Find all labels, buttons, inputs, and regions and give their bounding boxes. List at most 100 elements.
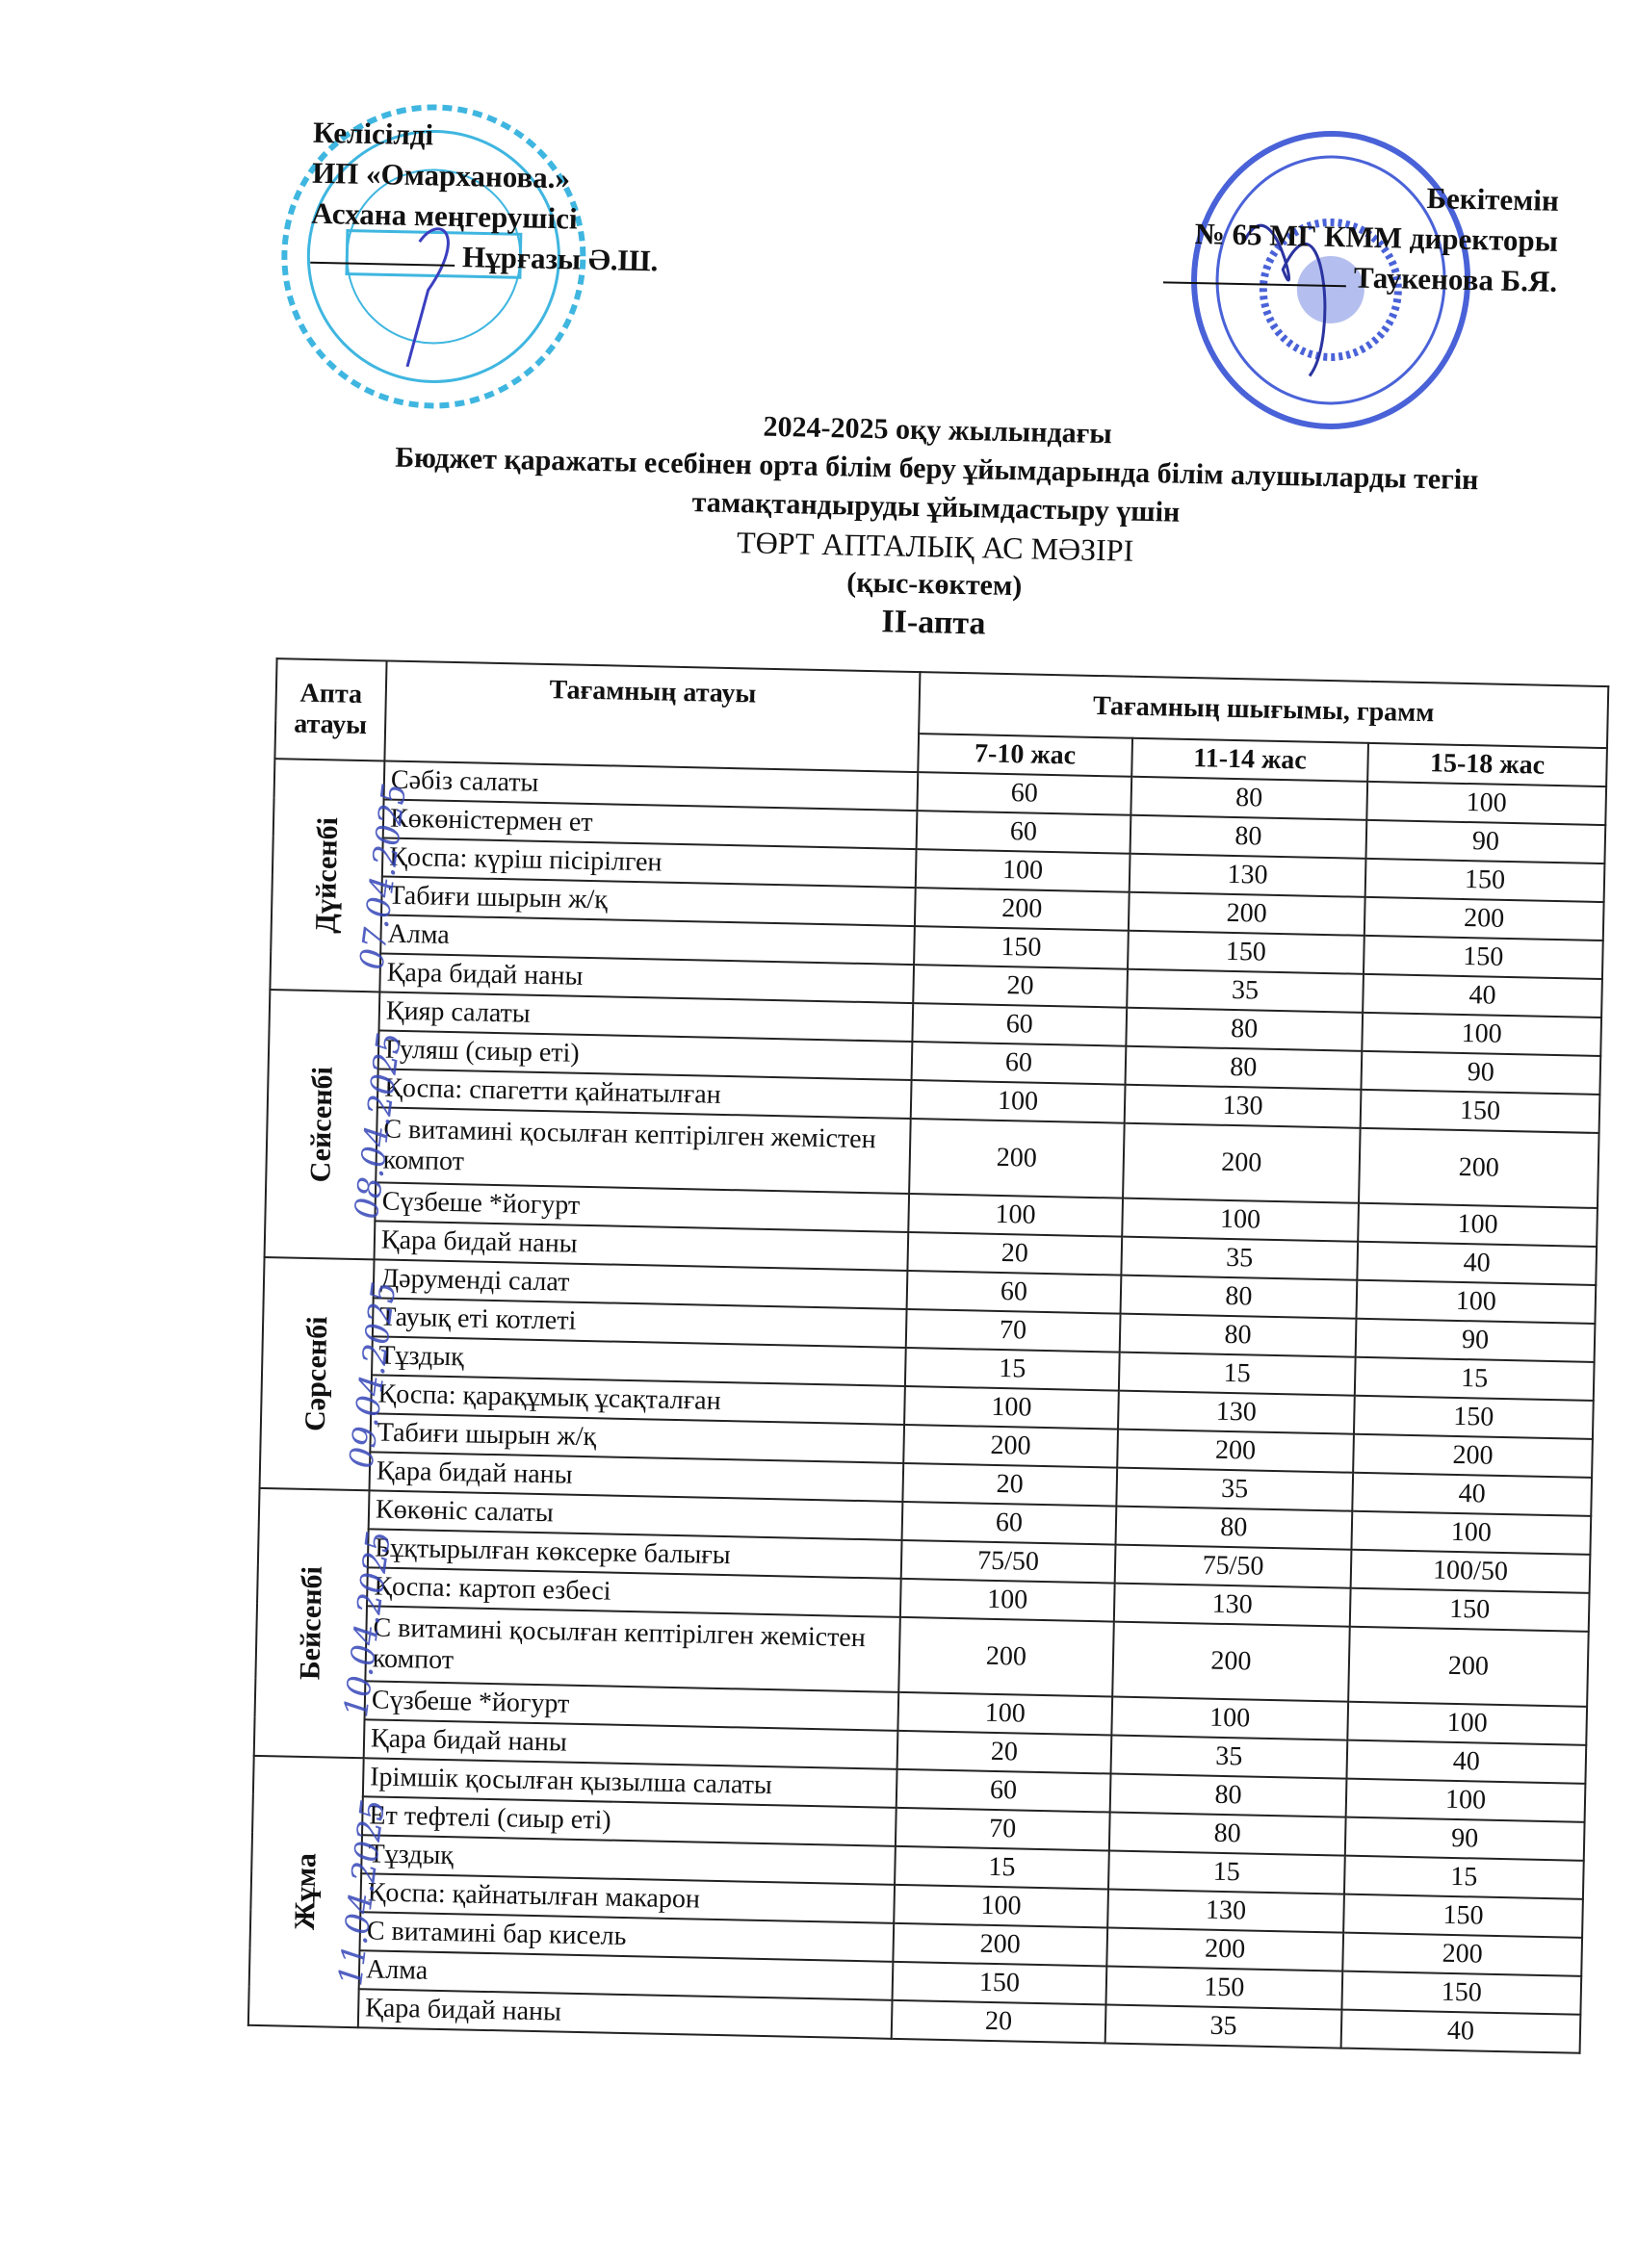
portion-grams: 70 xyxy=(905,1308,1121,1353)
portion-grams: 200 xyxy=(1122,1122,1361,1203)
portion-grams: 60 xyxy=(896,1768,1111,1813)
portion-grams: 100 xyxy=(1347,1701,1588,1745)
portion-grams: 130 xyxy=(1113,1583,1351,1627)
approval-left-line2: ИП «Омарханова.» xyxy=(311,155,571,195)
portion-grams: 100 xyxy=(1366,781,1607,826)
portion-grams: 200 xyxy=(1342,1932,1583,1976)
portion-grams: 200 xyxy=(1364,896,1604,941)
portion-grams: 130 xyxy=(1117,1390,1355,1434)
portion-grams: 40 xyxy=(1346,1740,1587,1784)
portion-grams: 150 xyxy=(1343,1894,1583,1938)
portion-grams: 150 xyxy=(1353,1395,1594,1439)
portion-grams: 60 xyxy=(901,1501,1117,1545)
header-age-15-18: 15-18 жас xyxy=(1367,742,1607,787)
approval-right: Бекітемін № 65 МГ КММ директоры Таукенов… xyxy=(1163,172,1559,302)
portion-grams: 130 xyxy=(1124,1084,1362,1128)
dish-name: С витамині қосылған кептірілген жемістен… xyxy=(376,1107,911,1195)
portion-grams: 15 xyxy=(1343,1855,1584,1899)
portion-grams: 35 xyxy=(1116,1467,1354,1511)
approval-left-signatory: Нұрғазы Ә.Ш. xyxy=(461,240,659,278)
portion-grams: 80 xyxy=(1130,814,1367,859)
day-cell: 08.04.2025 Сейсенбі xyxy=(264,990,409,1260)
header-age-11-14: 11-14 жас xyxy=(1131,737,1368,782)
portion-grams: 100 xyxy=(1358,1202,1598,1247)
dish-name: С витамині қосылған кептірілген жемістен… xyxy=(365,1606,900,1692)
portion-grams: 40 xyxy=(1357,1241,1598,1285)
day-cell: 07.04.2025 Дүйсенбі xyxy=(270,759,414,992)
portion-grams: 150 xyxy=(914,926,1129,969)
portion-grams: 60 xyxy=(917,772,1132,815)
portion-grams: 40 xyxy=(1340,2009,1581,2053)
portion-grams: 35 xyxy=(1121,1236,1359,1280)
portion-grams: 150 xyxy=(1341,1971,1582,2015)
portion-grams: 60 xyxy=(911,1042,1127,1085)
portion-grams: 200 xyxy=(1117,1429,1354,1473)
portion-grams: 100 xyxy=(1345,1778,1586,1822)
day-cell: 11.04.2025 Жұма xyxy=(247,1755,393,2028)
left-stamp-icon xyxy=(281,104,586,409)
day-cell: 09.04.2025 Сәрсенбі xyxy=(259,1256,403,1491)
approval-left: Келісілді ИП «Омарханова.» Асхана меңгер… xyxy=(310,113,661,282)
portion-grams: 15 xyxy=(895,1845,1109,1890)
portion-grams: 130 xyxy=(1129,853,1366,897)
portion-grams: 90 xyxy=(1344,1817,1585,1861)
portion-grams: 150 xyxy=(1105,1966,1343,2010)
portion-grams: 100 xyxy=(899,1578,1115,1622)
portion-grams: 200 xyxy=(909,1119,1125,1198)
portion-grams: 40 xyxy=(1352,1472,1593,1516)
portion-grams: 100/50 xyxy=(1350,1549,1591,1593)
header-age-7-10: 7-10 жас xyxy=(918,734,1132,777)
portion-grams: 200 xyxy=(914,888,1130,931)
header-day: Апта атауы xyxy=(274,658,387,761)
portion-grams: 100 xyxy=(894,1884,1108,1928)
portion-grams: 80 xyxy=(1120,1275,1358,1319)
portion-grams: 15 xyxy=(1107,1850,1345,1894)
portion-grams: 200 xyxy=(1106,1927,1344,1972)
portion-grams: 130 xyxy=(1107,1889,1344,1933)
day-label: Сәрсенбі xyxy=(299,1316,334,1432)
portion-grams: 200 xyxy=(1128,891,1365,936)
portion-grams: 100 xyxy=(915,849,1130,892)
portion-grams: 200 xyxy=(1353,1433,1593,1478)
header-name: Тағамның атауы xyxy=(384,660,921,773)
approval-left-line3: Асхана меңгерушісі xyxy=(310,195,578,236)
portion-grams: 20 xyxy=(891,1999,1106,2044)
menu-table: Апта атауы Тағамның атауы Тағамның шығым… xyxy=(247,657,1609,2054)
portion-grams: 80 xyxy=(1130,776,1368,820)
portion-grams: 200 xyxy=(1348,1626,1589,1707)
portion-grams: 80 xyxy=(1126,1007,1364,1051)
portion-grams: 200 xyxy=(1358,1127,1599,1208)
portion-grams: 80 xyxy=(1115,1506,1353,1550)
portion-grams: 80 xyxy=(1119,1313,1357,1357)
portion-grams: 20 xyxy=(907,1231,1123,1276)
portion-grams: 150 xyxy=(892,1961,1107,2005)
portion-grams: 100 xyxy=(897,1691,1113,1736)
day-label: Бейсенбі xyxy=(294,1565,328,1681)
portion-grams: 20 xyxy=(896,1730,1112,1774)
portion-grams: 100 xyxy=(1356,1279,1597,1324)
portion-grams: 200 xyxy=(1112,1621,1350,1702)
document-title: 2024-2025 оқу жылындағы Бюджет қаражаты … xyxy=(298,399,1573,657)
portion-grams: 35 xyxy=(1104,2004,1342,2049)
portion-grams: 60 xyxy=(906,1270,1122,1314)
portion-grams: 75/50 xyxy=(900,1539,1116,1584)
portion-grams: 100 xyxy=(1362,1012,1602,1057)
day-label: Сейсенбі xyxy=(304,1066,339,1183)
portion-grams: 200 xyxy=(903,1424,1118,1468)
portion-grams: 90 xyxy=(1355,1318,1596,1362)
portion-grams: 20 xyxy=(913,965,1128,1008)
approval-left-line1: Келісілді xyxy=(312,115,434,152)
portion-grams: 35 xyxy=(1127,968,1364,1013)
portion-grams: 150 xyxy=(1360,1089,1600,1133)
day-label: Дүйсенбі xyxy=(309,816,345,934)
portion-grams: 60 xyxy=(912,1003,1128,1046)
portion-grams: 20 xyxy=(902,1462,1118,1507)
portion-grams: 15 xyxy=(1118,1352,1356,1396)
portion-grams: 100 xyxy=(910,1080,1126,1123)
portion-grams: 150 xyxy=(1363,935,1603,980)
portion-grams: 150 xyxy=(1127,930,1364,974)
portion-grams: 100 xyxy=(908,1194,1123,1237)
portion-grams: 90 xyxy=(1365,819,1606,864)
portion-grams: 150 xyxy=(1364,858,1605,903)
